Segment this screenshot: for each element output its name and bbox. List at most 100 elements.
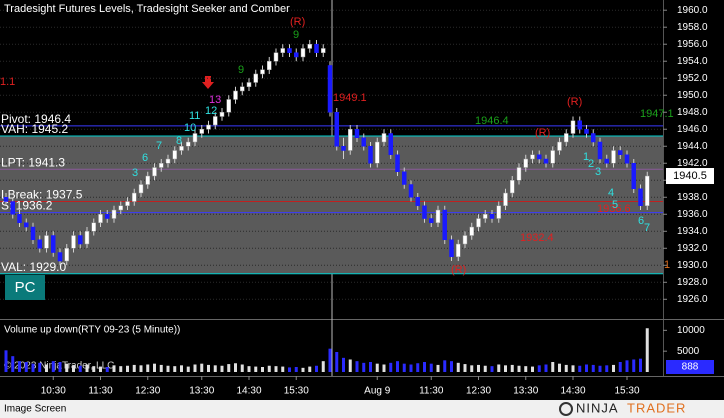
volume-bar bbox=[470, 365, 474, 372]
volume-bar bbox=[409, 364, 413, 372]
volume-bar bbox=[193, 364, 197, 372]
candle-body bbox=[570, 120, 576, 134]
volume-bar bbox=[524, 366, 528, 372]
candle-body bbox=[537, 154, 542, 160]
candle-body bbox=[233, 90, 238, 100]
candle-body bbox=[631, 163, 636, 190]
candle-body bbox=[469, 226, 474, 236]
candle-body bbox=[624, 154, 630, 164]
volume-bar bbox=[618, 362, 622, 372]
value-area bbox=[0, 136, 663, 274]
volume-bar bbox=[58, 362, 62, 372]
candle-body bbox=[476, 218, 481, 228]
candle-body bbox=[483, 214, 488, 219]
volume-bar bbox=[126, 365, 129, 372]
volume-bar bbox=[99, 366, 102, 372]
candle-body bbox=[24, 222, 29, 228]
candle-body bbox=[618, 150, 623, 155]
volume-bar bbox=[24, 362, 28, 372]
candle-body bbox=[381, 133, 387, 143]
candle-body bbox=[159, 163, 164, 168]
volume-bar bbox=[166, 365, 170, 372]
volume-bar bbox=[389, 362, 393, 372]
volume-bar bbox=[247, 366, 251, 372]
x-tick-label: 13:30 bbox=[513, 386, 538, 397]
candle-body bbox=[550, 150, 555, 164]
volume-bar bbox=[463, 364, 467, 372]
candle-body bbox=[442, 209, 447, 241]
x-tick-label: 14:30 bbox=[560, 386, 585, 397]
candle-body bbox=[172, 150, 177, 160]
volume-bar bbox=[342, 357, 345, 372]
candle-body bbox=[71, 235, 76, 249]
candle-body bbox=[64, 248, 69, 262]
candle-body bbox=[577, 120, 582, 130]
volume-bar bbox=[456, 362, 460, 372]
x-tick-label: 15:30 bbox=[284, 386, 309, 397]
x-tick-label: 11:30 bbox=[88, 386, 113, 397]
volume-bar bbox=[112, 365, 116, 372]
volume-bar bbox=[396, 361, 399, 372]
last-volume-label: 888 bbox=[682, 362, 699, 373]
volume-bar bbox=[85, 364, 89, 372]
annotation: 12 bbox=[205, 105, 217, 117]
candle-body bbox=[260, 69, 265, 75]
volume-bar bbox=[537, 365, 541, 372]
y-tick-label: 1936.0 bbox=[677, 209, 708, 220]
annotation: 4 bbox=[608, 187, 614, 199]
volume-bar bbox=[288, 367, 291, 372]
annotation: 2 bbox=[588, 158, 594, 170]
volume-bar bbox=[4, 350, 8, 372]
x-tick-label: 12:30 bbox=[466, 386, 491, 397]
volume-bar bbox=[207, 364, 210, 372]
plot: 1926.01928.01930.01932.01934.01936.01938… bbox=[0, 5, 714, 397]
x-tick-label: 12:30 bbox=[135, 386, 160, 397]
volume-bar bbox=[281, 366, 285, 372]
volume-bar bbox=[450, 361, 453, 372]
annotation: 9 bbox=[293, 29, 299, 41]
candle-body bbox=[591, 133, 596, 143]
x-tick-label: 11:30 bbox=[419, 386, 444, 397]
annotation: 1 bbox=[664, 259, 670, 271]
candle-body bbox=[10, 201, 15, 215]
volume-title: Volume up down(RTY 09-23 (5 Minute)) bbox=[4, 325, 180, 336]
volume-bar bbox=[31, 363, 35, 372]
volume-bar bbox=[11, 356, 15, 372]
volume-bar bbox=[146, 364, 150, 372]
volume-bar bbox=[571, 365, 575, 372]
volume-bar bbox=[335, 352, 339, 372]
volume-bar bbox=[294, 367, 298, 372]
volume-bar bbox=[119, 366, 123, 372]
volume-bar bbox=[544, 364, 548, 372]
volume-bar bbox=[355, 361, 359, 372]
annotation: 7 bbox=[156, 140, 162, 152]
y-tick-label: 1932.0 bbox=[677, 243, 708, 254]
status-text: Image Screen bbox=[4, 404, 66, 415]
volume-bar bbox=[200, 363, 204, 372]
annotation: 1949.1 bbox=[333, 92, 367, 104]
candle-body bbox=[37, 239, 42, 249]
candle-body bbox=[435, 209, 441, 224]
candle-body bbox=[57, 252, 63, 262]
status-bar bbox=[0, 400, 724, 418]
candle-body bbox=[341, 145, 346, 151]
annotation: (R) bbox=[535, 127, 550, 139]
volume-bar bbox=[362, 362, 366, 372]
x-tick-label: 13:30 bbox=[189, 386, 214, 397]
candle-body bbox=[375, 141, 380, 164]
annotation: 11 bbox=[189, 110, 200, 122]
candle-body bbox=[564, 133, 569, 143]
candle-body bbox=[597, 141, 603, 160]
level-label: VAH: 1945.2 bbox=[1, 122, 68, 136]
chart-title: Tradesight Futures Levels, Tradesight Se… bbox=[4, 3, 290, 15]
annotation: (R) bbox=[290, 16, 305, 28]
volume-bar bbox=[625, 360, 629, 372]
volume-bar bbox=[301, 367, 305, 372]
logo-icon bbox=[559, 402, 573, 416]
annotation: 1947.1 bbox=[640, 108, 674, 120]
candle-body bbox=[510, 180, 515, 194]
y-tick-label: 10000 bbox=[677, 325, 705, 336]
candle-body bbox=[213, 116, 218, 126]
last-volume-box bbox=[666, 360, 714, 374]
